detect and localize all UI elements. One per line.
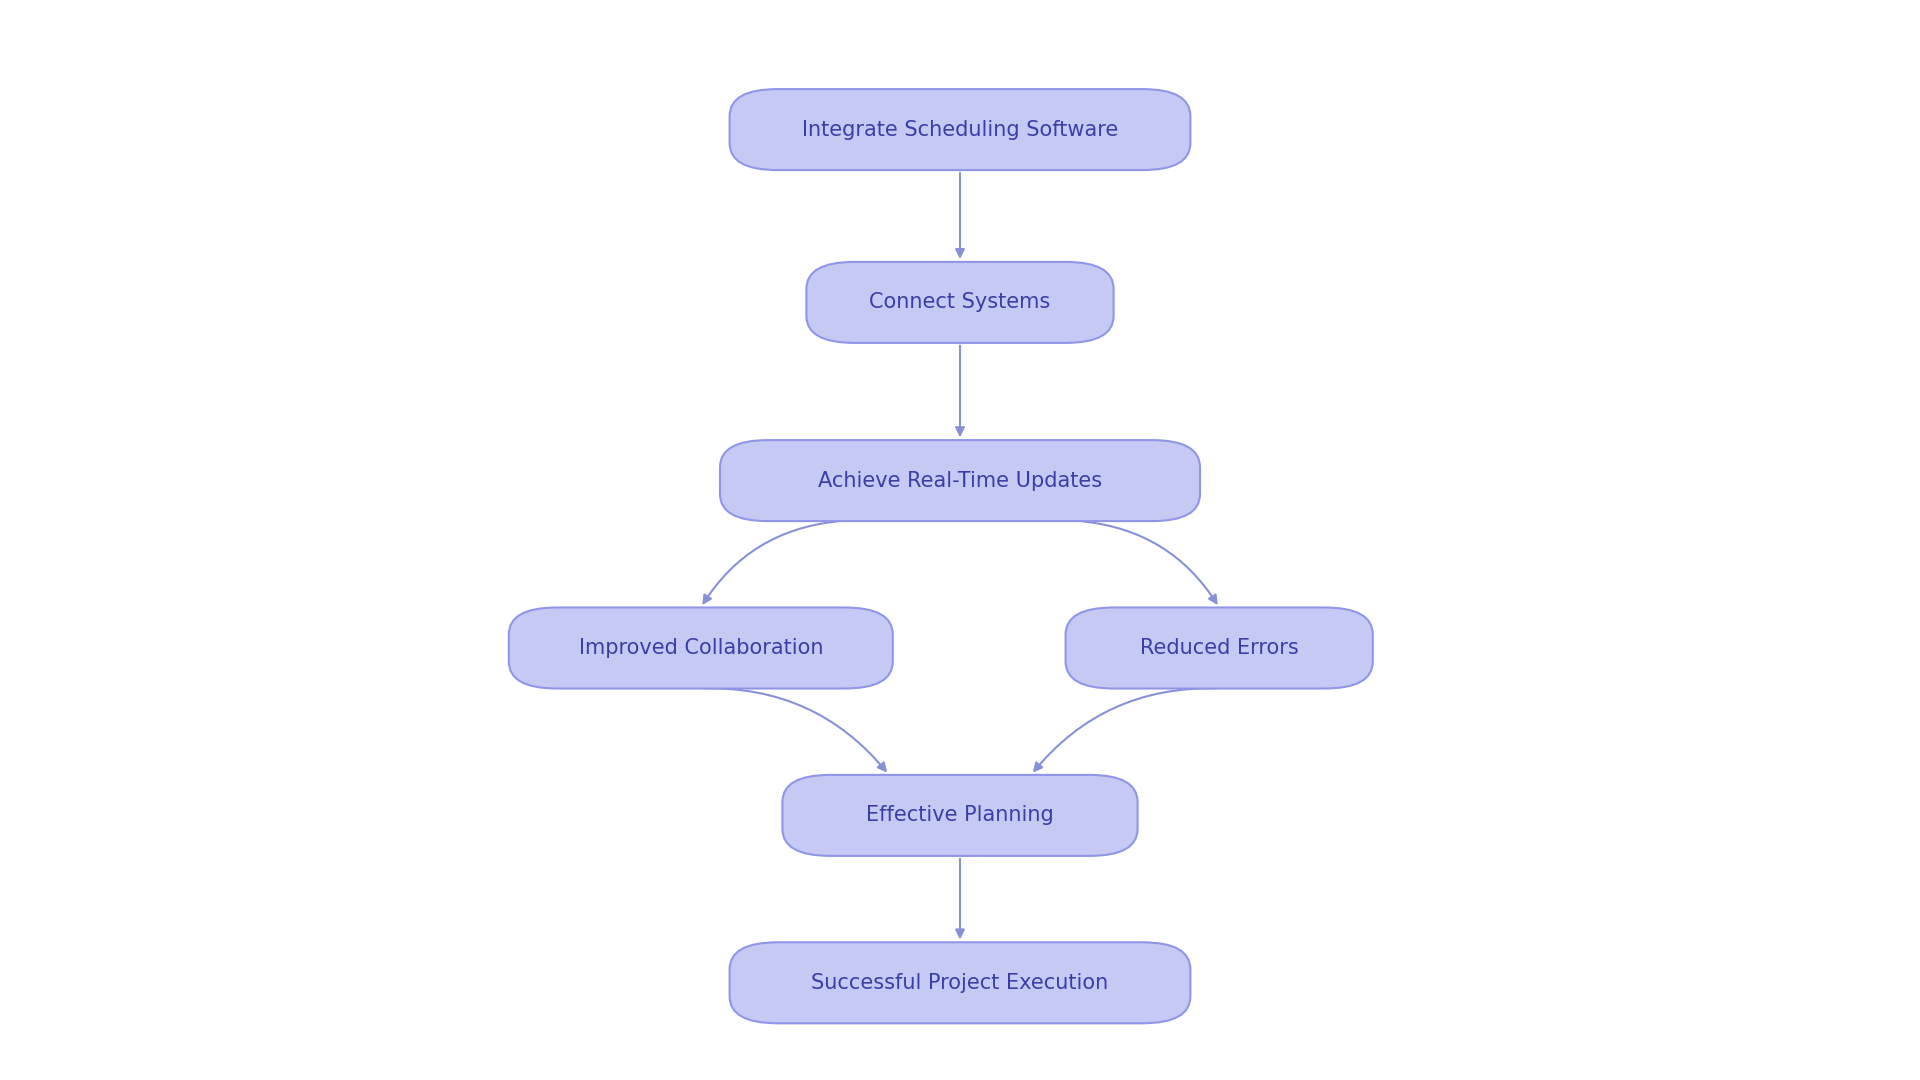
Text: Reduced Errors: Reduced Errors (1140, 638, 1298, 658)
Text: Improved Collaboration: Improved Collaboration (578, 638, 824, 658)
Text: Connect Systems: Connect Systems (870, 293, 1050, 312)
FancyBboxPatch shape (730, 90, 1190, 170)
FancyBboxPatch shape (720, 441, 1200, 521)
FancyBboxPatch shape (783, 775, 1137, 855)
Text: Effective Planning: Effective Planning (866, 806, 1054, 825)
FancyBboxPatch shape (509, 607, 893, 689)
FancyBboxPatch shape (806, 262, 1114, 343)
FancyBboxPatch shape (730, 942, 1190, 1024)
FancyBboxPatch shape (1066, 607, 1373, 689)
Text: Integrate Scheduling Software: Integrate Scheduling Software (803, 120, 1117, 139)
Text: Achieve Real-Time Updates: Achieve Real-Time Updates (818, 471, 1102, 490)
Text: Successful Project Execution: Successful Project Execution (812, 973, 1108, 993)
